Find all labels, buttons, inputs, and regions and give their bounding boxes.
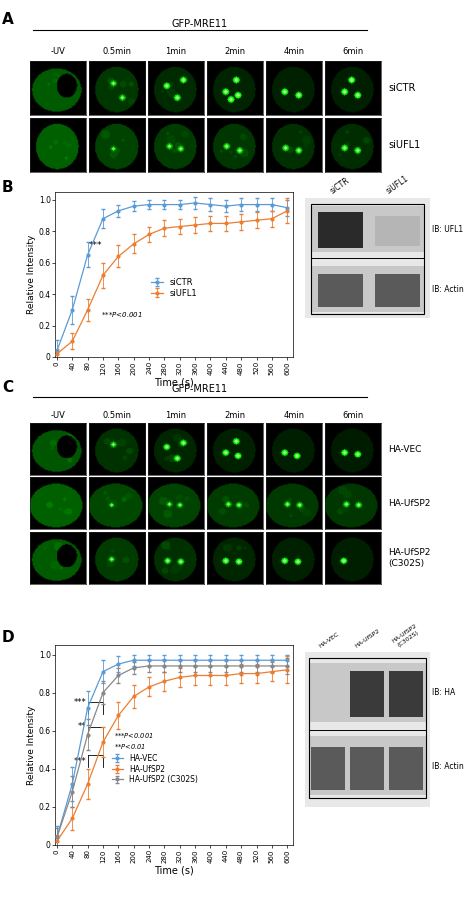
Text: GFP-MRE11: GFP-MRE11 bbox=[172, 385, 228, 395]
Bar bbox=[311, 746, 345, 790]
Text: ***: *** bbox=[73, 697, 86, 706]
Text: siUFL1: siUFL1 bbox=[388, 140, 420, 150]
Text: HA-VEC: HA-VEC bbox=[388, 445, 422, 454]
Text: C: C bbox=[2, 381, 13, 395]
Text: 1min: 1min bbox=[165, 47, 187, 56]
Text: 0.5min: 0.5min bbox=[102, 411, 131, 419]
X-axis label: Time (s): Time (s) bbox=[154, 865, 194, 875]
Bar bbox=[350, 746, 384, 790]
Text: B: B bbox=[2, 181, 14, 195]
Legend: siCTR, siUFL1: siCTR, siUFL1 bbox=[150, 277, 199, 298]
Bar bbox=[311, 266, 424, 312]
Text: D: D bbox=[2, 631, 15, 645]
Text: HA-UfSP2: HA-UfSP2 bbox=[388, 498, 430, 507]
Text: 2min: 2min bbox=[224, 47, 246, 56]
Text: HA-UfSP2
(C302S): HA-UfSP2 (C302S) bbox=[388, 548, 430, 568]
Y-axis label: Relative Intensity: Relative Intensity bbox=[27, 705, 36, 784]
Bar bbox=[389, 746, 422, 790]
Text: 6min: 6min bbox=[342, 47, 364, 56]
Legend: HA-VEC, HA-UfSP2, HA-UfSP2 (C302S): HA-VEC, HA-UfSP2, HA-UfSP2 (C302S) bbox=[111, 754, 199, 784]
Text: IB: Actin: IB: Actin bbox=[432, 763, 464, 771]
Text: siCTR: siCTR bbox=[388, 83, 415, 93]
Text: ***$P$<0.001: ***$P$<0.001 bbox=[101, 310, 143, 319]
Text: 6min: 6min bbox=[342, 411, 364, 419]
Text: HA-UfSP2: HA-UfSP2 bbox=[354, 628, 381, 649]
Text: ***$P$<0.001: ***$P$<0.001 bbox=[114, 731, 153, 740]
Text: 0.5min: 0.5min bbox=[102, 47, 131, 56]
Bar bbox=[389, 671, 422, 717]
Text: 4min: 4min bbox=[283, 47, 305, 56]
Text: IB: HA: IB: HA bbox=[432, 688, 456, 697]
Text: GFP-MRE11: GFP-MRE11 bbox=[172, 19, 228, 29]
Text: ***: *** bbox=[89, 241, 102, 250]
Text: **: ** bbox=[78, 723, 86, 732]
Text: IB: Actin: IB: Actin bbox=[432, 285, 464, 294]
Bar bbox=[309, 663, 426, 722]
Bar bbox=[309, 735, 426, 794]
Text: HA-VEC: HA-VEC bbox=[318, 632, 340, 649]
Text: siUFL1: siUFL1 bbox=[384, 174, 410, 195]
Text: IB: UFL1: IB: UFL1 bbox=[432, 225, 464, 234]
Text: **$P$<0.01: **$P$<0.01 bbox=[114, 742, 146, 751]
Text: A: A bbox=[2, 13, 14, 27]
Bar bbox=[311, 206, 424, 252]
Bar bbox=[318, 274, 363, 307]
Y-axis label: Relative Intensity: Relative Intensity bbox=[27, 235, 36, 315]
Text: ***: *** bbox=[73, 756, 86, 765]
Text: HA-UfSP2
(C302S): HA-UfSP2 (C302S) bbox=[391, 624, 421, 649]
Text: -UV: -UV bbox=[51, 411, 65, 419]
Bar bbox=[350, 671, 384, 717]
Bar bbox=[375, 274, 420, 307]
X-axis label: Time (s): Time (s) bbox=[154, 377, 194, 387]
Text: -UV: -UV bbox=[51, 47, 65, 56]
Text: 1min: 1min bbox=[165, 411, 187, 419]
Text: 4min: 4min bbox=[283, 411, 305, 419]
Text: siCTR: siCTR bbox=[328, 176, 351, 195]
Bar bbox=[375, 216, 420, 246]
Bar bbox=[318, 213, 363, 248]
Text: 2min: 2min bbox=[224, 411, 246, 419]
